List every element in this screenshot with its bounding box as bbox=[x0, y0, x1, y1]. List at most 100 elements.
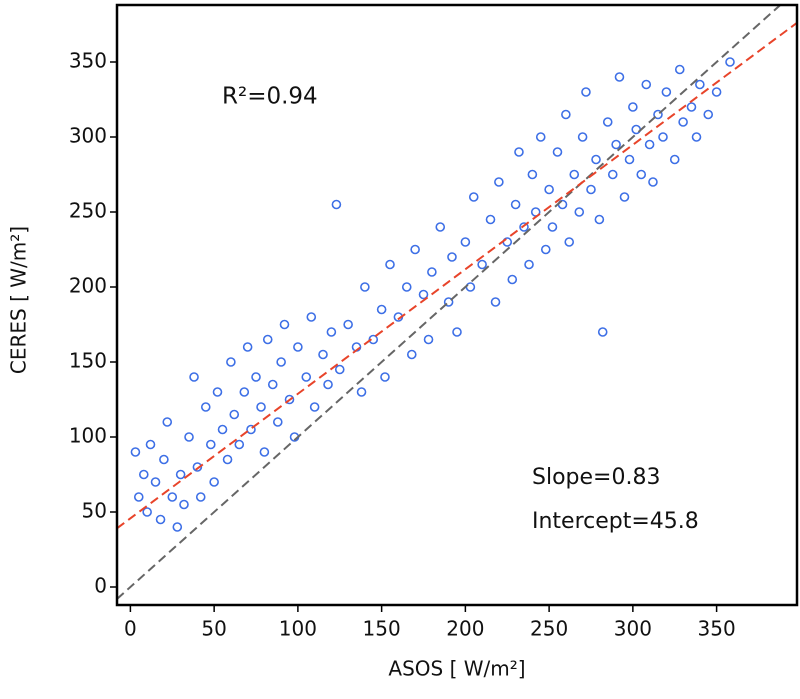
y-tick-label: 250 bbox=[69, 199, 107, 223]
scatter-point bbox=[167, 492, 178, 502]
reference-line bbox=[117, 21, 797, 530]
scatter-point bbox=[490, 297, 501, 307]
scatter-point bbox=[569, 169, 580, 180]
scatter-point bbox=[145, 439, 156, 450]
scatter-point bbox=[406, 349, 417, 360]
reference-line bbox=[117, 5, 782, 600]
scatter-point bbox=[540, 244, 551, 255]
scatter-point bbox=[661, 87, 672, 97]
scatter-point bbox=[507, 274, 518, 285]
scatter-point bbox=[209, 477, 219, 487]
scatter-point bbox=[686, 102, 697, 112]
scatter-point bbox=[524, 259, 534, 270]
scatter-point bbox=[376, 304, 387, 315]
scatter-point bbox=[360, 282, 370, 292]
scatter-point bbox=[159, 454, 169, 465]
scatter-point bbox=[217, 424, 228, 435]
scatter-point bbox=[443, 297, 454, 307]
x-tick-label: 150 bbox=[363, 617, 401, 641]
scatter-point bbox=[653, 109, 663, 120]
scatter-point bbox=[356, 387, 367, 397]
scatter-point bbox=[460, 237, 471, 247]
y-tick-label: 350 bbox=[69, 49, 107, 73]
scatter-point bbox=[259, 447, 270, 457]
x-tick-label: 300 bbox=[614, 617, 652, 641]
scatter-point bbox=[561, 109, 571, 120]
scatter-point bbox=[309, 402, 320, 412]
y-tick-label: 100 bbox=[69, 424, 107, 448]
scatter-point bbox=[205, 439, 216, 450]
scatter-point bbox=[648, 177, 658, 187]
scatter-point bbox=[703, 109, 714, 120]
scatter-point bbox=[447, 252, 457, 262]
scatter-point bbox=[385, 259, 395, 270]
scatter-point bbox=[142, 507, 152, 517]
scatter-point bbox=[597, 327, 608, 337]
scatter-point bbox=[246, 424, 256, 435]
scatter-point bbox=[410, 244, 420, 255]
scatter-point bbox=[591, 154, 601, 165]
x-tick-label: 200 bbox=[446, 617, 484, 641]
scatter-point bbox=[510, 199, 521, 210]
scatter-point bbox=[401, 282, 412, 292]
scatter-point bbox=[514, 147, 524, 157]
scatter-point bbox=[368, 334, 379, 345]
scatter-point bbox=[179, 499, 189, 510]
scatter-point bbox=[418, 289, 429, 300]
scatter-point bbox=[628, 102, 638, 112]
scatter-point bbox=[602, 117, 613, 127]
scatter-point bbox=[189, 372, 199, 382]
scatter-point bbox=[574, 207, 585, 217]
scatter-point bbox=[155, 514, 166, 525]
scatter-point bbox=[293, 342, 303, 352]
scatter-point bbox=[192, 462, 203, 472]
plot-area bbox=[117, 5, 797, 600]
scatter-point bbox=[527, 169, 538, 180]
scatter-point bbox=[695, 79, 705, 90]
scatter-point bbox=[711, 87, 722, 97]
scatter-point bbox=[636, 169, 647, 180]
scatter-point bbox=[226, 357, 236, 367]
scatter-point bbox=[242, 342, 253, 352]
scatter-point bbox=[251, 372, 261, 382]
y-tick-label: 50 bbox=[82, 499, 107, 523]
scatter-point bbox=[619, 192, 630, 202]
scatter-point bbox=[581, 87, 591, 97]
scatter-point bbox=[607, 169, 618, 180]
scatter-point bbox=[535, 132, 546, 142]
scatter-point bbox=[494, 177, 504, 187]
scatter-point bbox=[669, 154, 680, 165]
scatter-point bbox=[624, 154, 635, 165]
scatter-point bbox=[674, 64, 685, 75]
x-tick-label: 50 bbox=[201, 617, 226, 641]
scatter-point bbox=[468, 192, 479, 202]
scatter-point bbox=[577, 132, 588, 142]
scatter-point bbox=[276, 357, 286, 367]
scatter-point bbox=[641, 79, 652, 90]
y-tick-label: 200 bbox=[69, 274, 107, 298]
scatter-point bbox=[477, 259, 487, 270]
scatter-point bbox=[519, 222, 529, 232]
scatter-point bbox=[133, 492, 144, 502]
x-tick-label: 0 bbox=[124, 617, 137, 641]
scatter-point bbox=[552, 147, 563, 157]
scatter-point bbox=[380, 372, 390, 382]
scatter-point bbox=[279, 319, 290, 330]
scatter-point bbox=[435, 222, 446, 232]
scatter-point bbox=[138, 469, 149, 480]
scatter-point bbox=[175, 469, 186, 480]
scatter-point bbox=[423, 334, 434, 345]
y-tick-label: 150 bbox=[69, 349, 107, 373]
scatter-point bbox=[318, 349, 328, 360]
scatter-point bbox=[658, 132, 668, 142]
annotation: Intercept=45.8 bbox=[532, 509, 699, 534]
scatter-point bbox=[547, 222, 558, 232]
scatter-point bbox=[234, 439, 245, 450]
scatter-point bbox=[195, 492, 206, 502]
x-tick-label: 250 bbox=[530, 617, 568, 641]
x-axis-label: ASOS [ W/m²] bbox=[388, 657, 525, 681]
scatter-point bbox=[222, 454, 233, 465]
scatter-point bbox=[644, 139, 655, 150]
scatter-point bbox=[485, 214, 496, 225]
